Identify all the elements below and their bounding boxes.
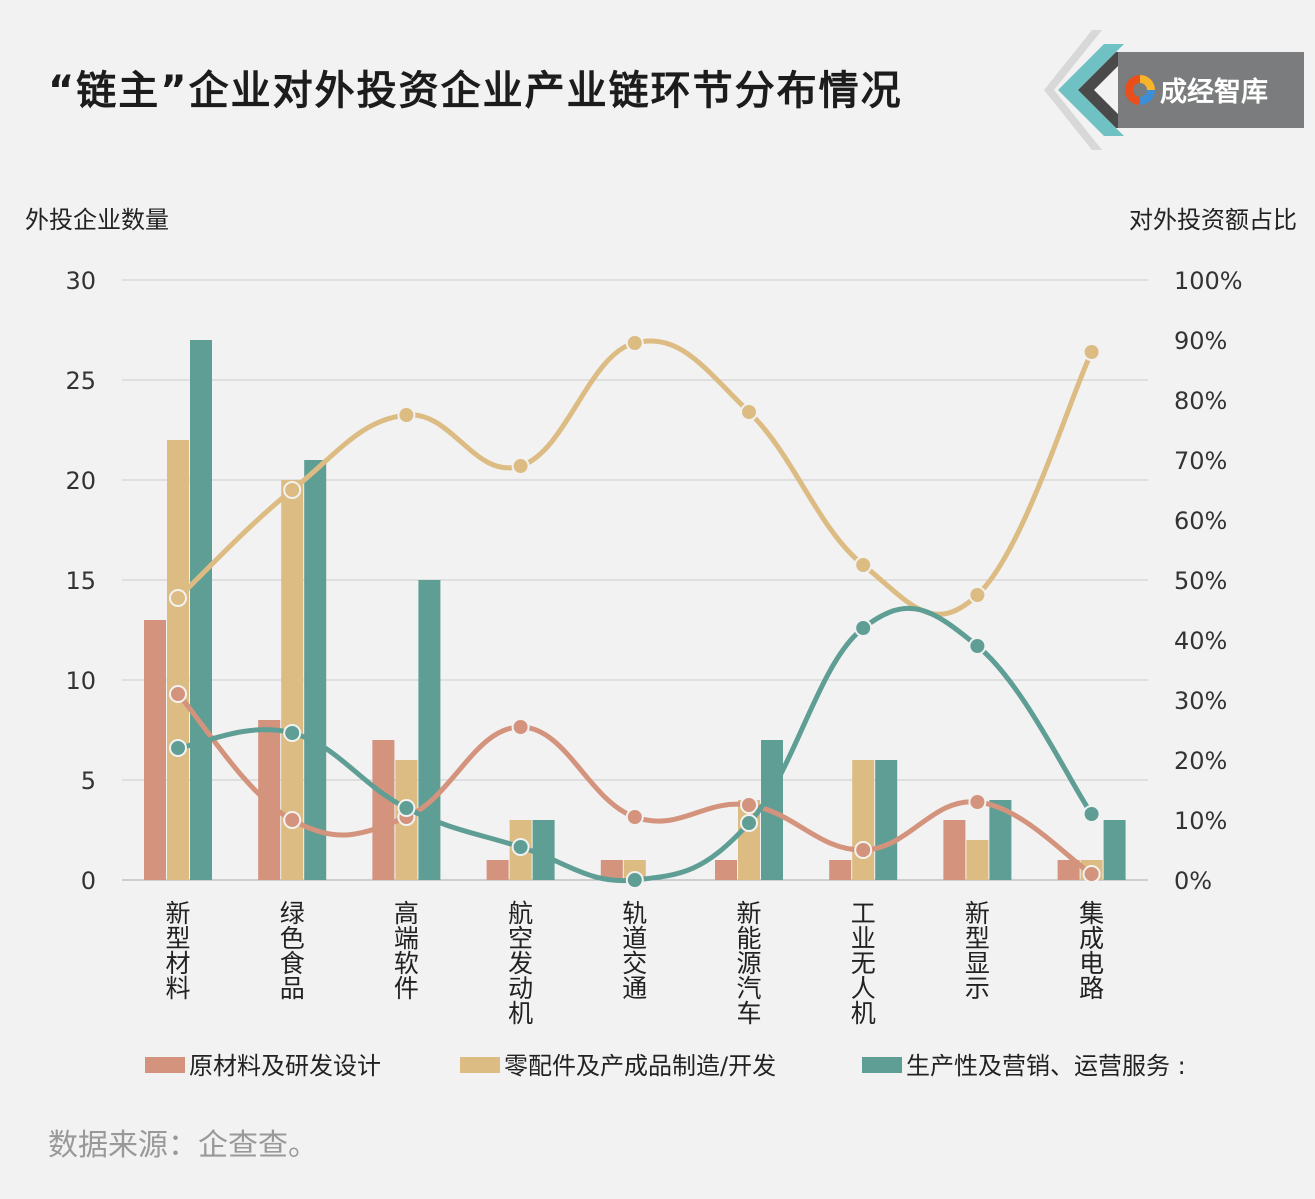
bar-1	[943, 820, 966, 880]
y-tick-label: 25	[65, 367, 96, 395]
x-tick-label: 航空发动机	[508, 899, 533, 1028]
bar-1	[829, 860, 852, 880]
y2-tick-label: 80%	[1174, 387, 1227, 415]
y2-tick-label: 10%	[1174, 807, 1227, 835]
bar-3	[304, 460, 327, 880]
bar-3	[1103, 820, 1126, 880]
bar-2	[852, 760, 875, 880]
share-point-3	[968, 637, 987, 655]
bar-1	[258, 720, 281, 880]
x-tick-label: 绿色食品	[280, 899, 305, 1003]
bar-3	[418, 580, 441, 880]
bar-1	[372, 740, 395, 880]
share-point-2	[511, 457, 530, 475]
brand-chevron-icon	[1044, 30, 1132, 150]
x-tick-label: 高端软件	[394, 899, 419, 1003]
share-point-3	[283, 724, 302, 742]
bar-1	[715, 860, 737, 880]
bar-3	[532, 820, 555, 880]
brand-name: 成经智库	[1160, 77, 1268, 108]
legend-swatch-2	[460, 1057, 500, 1073]
share-point-1	[854, 841, 873, 859]
bar-3	[989, 800, 1012, 880]
share-point-1	[740, 796, 758, 814]
y-tick-label: 0	[81, 867, 96, 895]
bar-1	[600, 860, 623, 880]
legend-label-2: 零配件及产成品制造/开发	[504, 1052, 776, 1080]
y2-tick-label: 50%	[1174, 567, 1227, 595]
y2-tick-label: 70%	[1174, 447, 1227, 475]
y-axis-title: 外投企业数量	[25, 206, 169, 234]
legend-label-1: 原材料及研发设计	[189, 1052, 381, 1080]
chart-title: “链主”企业对外投资企业产业链环节分布情况	[48, 68, 903, 114]
share-point-1	[968, 793, 987, 811]
brand-badge: 成经智库	[1040, 30, 1315, 150]
bar-3	[875, 760, 898, 880]
bar-2	[167, 440, 189, 880]
share-point-3	[1082, 805, 1101, 823]
share-point-2	[169, 589, 187, 607]
x-tick-label: 新型材料	[165, 899, 190, 1003]
share-point-2	[1082, 343, 1101, 361]
bar-1	[1057, 860, 1080, 880]
share-point-1	[511, 718, 530, 736]
share-point-2	[397, 406, 416, 424]
x-tick-label: 轨道交通	[622, 899, 647, 1003]
y2-tick-label: 20%	[1174, 747, 1227, 775]
share-point-3	[169, 739, 187, 757]
share-point-3	[625, 871, 644, 889]
y-tick-label: 15	[65, 567, 96, 595]
bar-1	[486, 860, 509, 880]
y2-tick-label: 30%	[1174, 687, 1227, 715]
y2-tick-label: 40%	[1174, 627, 1227, 655]
share-point-2	[283, 481, 302, 499]
x-tick-label: 新能源汽车	[736, 899, 761, 1028]
share-point-1	[625, 808, 644, 826]
share-point-2	[854, 556, 873, 574]
bar-2	[281, 480, 304, 880]
share-line-1	[175, 691, 1095, 877]
chart-area: 外投企业数量 对外投资额占比 0 5 10 15 20 25 30 0% 10% 20% 30% 40% 5…	[25, 206, 1297, 1080]
legend-label-3: 生产性及营销、运营服务 :	[906, 1052, 1186, 1080]
bar-3	[190, 340, 212, 880]
source-note: 数据来源：企查查。	[48, 1128, 318, 1163]
y2-tick-label: 90%	[1174, 327, 1227, 355]
share-line-2	[175, 338, 1095, 617]
share-point-2	[625, 334, 644, 352]
y2-tick-label: 60%	[1174, 507, 1227, 535]
x-tick-label: 工业无人机	[851, 899, 876, 1028]
legend-swatch-3	[862, 1057, 902, 1073]
share-point-1	[283, 811, 302, 829]
share-point-3	[397, 799, 416, 817]
bar-1	[144, 620, 166, 880]
share-point-1	[1082, 865, 1101, 883]
y2-axis-title: 对外投资额占比	[1129, 206, 1297, 234]
bar-2	[966, 840, 989, 880]
swirl-logo-icon	[1125, 75, 1155, 105]
share-point-3	[511, 838, 530, 856]
y-tick-label: 10	[65, 667, 96, 695]
y-tick-label: 20	[65, 467, 96, 495]
share-point-2	[740, 403, 758, 421]
share-point-1	[169, 685, 187, 703]
share-point-2	[968, 586, 987, 604]
x-tick-label: 集成电路	[1079, 899, 1104, 1003]
x-tick-label: 新型显示	[965, 899, 990, 1003]
y-tick-label: 30	[65, 267, 96, 295]
share-line-3	[175, 605, 1095, 884]
share-point-3	[740, 814, 758, 832]
y-tick-label: 5	[81, 767, 96, 795]
y2-tick-label: 0%	[1174, 867, 1212, 895]
share-point-3	[854, 619, 873, 637]
legend-swatch-1	[145, 1057, 185, 1073]
y2-tick-label: 100%	[1174, 267, 1243, 295]
